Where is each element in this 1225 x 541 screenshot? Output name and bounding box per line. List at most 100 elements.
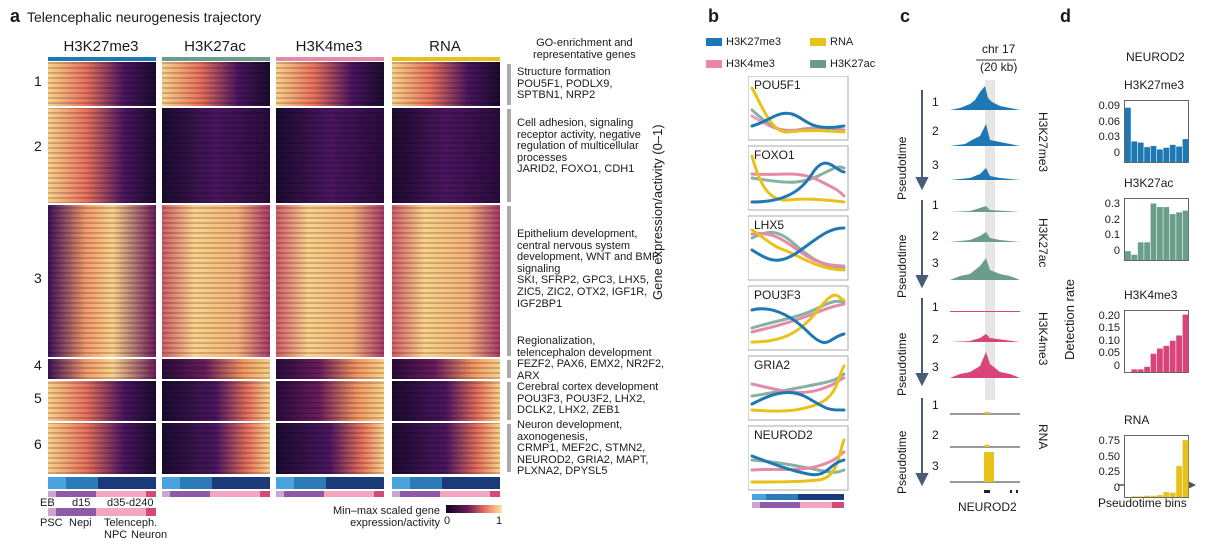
bar-0-8 bbox=[1176, 146, 1182, 162]
track-label-h3k4me3: H3K4me3 bbox=[1036, 312, 1050, 366]
underline-h3k4me3 bbox=[276, 57, 384, 61]
panel-a-label: a bbox=[10, 6, 21, 26]
panel-d-ylabel: Detection rate bbox=[1062, 279, 1077, 360]
bar-2-4 bbox=[1150, 353, 1157, 372]
go-term-6: Neuron development, axonogenesis, CRMP1,… bbox=[517, 419, 649, 478]
underline-h3k27me3 bbox=[48, 57, 156, 61]
time-label-d15: d15 bbox=[72, 497, 91, 509]
bar-2-3 bbox=[1144, 366, 1150, 372]
chart-title-0: H3K27me3 bbox=[1124, 78, 1185, 92]
time-label-d35-d240: d35-d240 bbox=[107, 497, 154, 509]
header-h3k4me3: H3K4me3 bbox=[295, 38, 363, 55]
chart-title-1: H3K27ac bbox=[1124, 176, 1174, 190]
tick-label-1-0: 0.3 bbox=[1104, 198, 1120, 210]
gene-label-pou3f3: POU3F3 bbox=[754, 288, 801, 302]
tick-label-0-1: 0.06 bbox=[1098, 115, 1120, 128]
tick-label-3-1: 0.50 bbox=[1098, 450, 1120, 463]
stage-label-nepi: Nepi bbox=[69, 517, 92, 529]
header-h3k27ac: H3K27ac bbox=[184, 38, 246, 55]
cluster-label-5: 5 bbox=[34, 390, 42, 406]
go-header: GO-enrichment and representative genes bbox=[533, 37, 636, 61]
row-1-c: 1 bbox=[932, 300, 939, 314]
bar-0-3 bbox=[1144, 147, 1150, 162]
bar-0-1 bbox=[1131, 141, 1138, 162]
panel-d-label: d bbox=[1060, 6, 1071, 26]
go-term-4: Regionalization, telencephalon developme… bbox=[517, 335, 665, 382]
row-2-c: 2 bbox=[932, 332, 939, 346]
bar-2-7 bbox=[1169, 340, 1176, 372]
legend-rna: RNA bbox=[830, 36, 854, 48]
bar-3-9 bbox=[1182, 440, 1189, 497]
underline-rna bbox=[392, 57, 500, 61]
bar-chart-2 bbox=[1124, 310, 1189, 373]
legend-swatch-h3k4me3 bbox=[706, 60, 722, 68]
panel-d-gene: NEUROD2 bbox=[1126, 50, 1185, 64]
tick-label-1-1: 0.2 bbox=[1104, 213, 1120, 226]
bar-chart-1 bbox=[1124, 198, 1189, 261]
bar-2-8 bbox=[1176, 335, 1182, 372]
bar-1-9 bbox=[1182, 210, 1189, 260]
row-1-a: 1 bbox=[932, 95, 939, 109]
panel-b-label: b bbox=[708, 6, 719, 26]
row-3-b: 3 bbox=[932, 256, 939, 270]
bar-1-0 bbox=[1125, 251, 1131, 260]
go-term-2: Cell adhesion, signaling receptor activi… bbox=[517, 117, 641, 176]
locus-label: chr 17 bbox=[982, 42, 1016, 56]
tick-label-2-2: 0.10 bbox=[1098, 334, 1120, 347]
bar-2-5 bbox=[1157, 348, 1163, 372]
row-3-c: 3 bbox=[932, 360, 939, 374]
heatmap-h3k27me3 bbox=[48, 62, 156, 474]
bar-1-3 bbox=[1144, 242, 1150, 260]
heatmap-h3k4me3 bbox=[276, 62, 384, 474]
go-bracket bbox=[507, 64, 511, 472]
bar-3-5 bbox=[1157, 495, 1163, 497]
bar-0-0 bbox=[1125, 107, 1131, 162]
stage-label-telenceph: Telenceph. bbox=[104, 517, 158, 529]
stage-label-npc: NPC bbox=[104, 529, 128, 541]
tick-label-0-0: 0.09 bbox=[1098, 100, 1120, 112]
gene-label-foxo1: FOXO1 bbox=[754, 148, 795, 162]
gene-label-lhx5: LHX5 bbox=[754, 218, 785, 232]
bar-1-6 bbox=[1163, 207, 1170, 260]
legend-swatch-h3k27me3 bbox=[706, 38, 722, 46]
bar-0-9 bbox=[1182, 139, 1189, 162]
header-h3k27me3: H3K27me3 bbox=[63, 38, 139, 55]
legend-swatch-rna bbox=[810, 38, 826, 46]
legend-title: Min–max scaled gene expression/activity bbox=[332, 505, 440, 529]
bar-0-7 bbox=[1169, 144, 1176, 162]
track-label-h3k27ac: H3K27ac bbox=[1036, 218, 1050, 268]
panel-b-ylabel: Gene expression/activity (0–1) bbox=[650, 124, 665, 300]
time-annotation-bars bbox=[48, 477, 500, 497]
gene-label-neurod2: NEUROD2 bbox=[754, 428, 813, 442]
tick-label-0-2: 0.03 bbox=[1098, 131, 1120, 143]
panel-c-tracks bbox=[915, 80, 1020, 493]
row-2-b: 2 bbox=[932, 229, 939, 243]
bar-1-1 bbox=[1131, 254, 1138, 260]
row-2-d: 2 bbox=[932, 428, 939, 442]
bar-3-3 bbox=[1144, 495, 1150, 497]
scale-bar bbox=[976, 59, 1016, 61]
bar-3-7 bbox=[1169, 492, 1176, 497]
row-1-b: 1 bbox=[932, 198, 939, 212]
row-1-d: 1 bbox=[932, 398, 939, 412]
bar-1-2 bbox=[1137, 242, 1144, 260]
tick-label-0-3: 0 bbox=[1113, 146, 1120, 159]
bar-1-5 bbox=[1157, 207, 1163, 260]
panel-a-title: Telencephalic neurogenesis trajectory bbox=[27, 9, 262, 25]
chart-title-2: H3K4me3 bbox=[1124, 288, 1178, 302]
pseudotime-label-4: Pseudotime bbox=[895, 430, 909, 494]
go-term-3: Epithelium development, central nervous … bbox=[517, 228, 660, 310]
bar-3-4 bbox=[1150, 495, 1157, 497]
stage-color-bar bbox=[48, 508, 156, 516]
heatmap-rna bbox=[392, 62, 500, 474]
bar-2-9 bbox=[1182, 314, 1189, 372]
cluster-label-4: 4 bbox=[34, 357, 42, 373]
gene-label-pou5f1: POU5F1 bbox=[754, 78, 801, 92]
underline-h3k27ac bbox=[162, 57, 270, 61]
colorbar bbox=[446, 505, 502, 513]
track-label-rna: RNA bbox=[1036, 424, 1050, 450]
panel-d-xlabel: Pseudotime bins bbox=[1098, 496, 1187, 510]
row-2-a: 2 bbox=[932, 124, 939, 138]
bar-3-6 bbox=[1163, 492, 1170, 497]
legend-swatch-h3k27ac bbox=[810, 60, 826, 68]
